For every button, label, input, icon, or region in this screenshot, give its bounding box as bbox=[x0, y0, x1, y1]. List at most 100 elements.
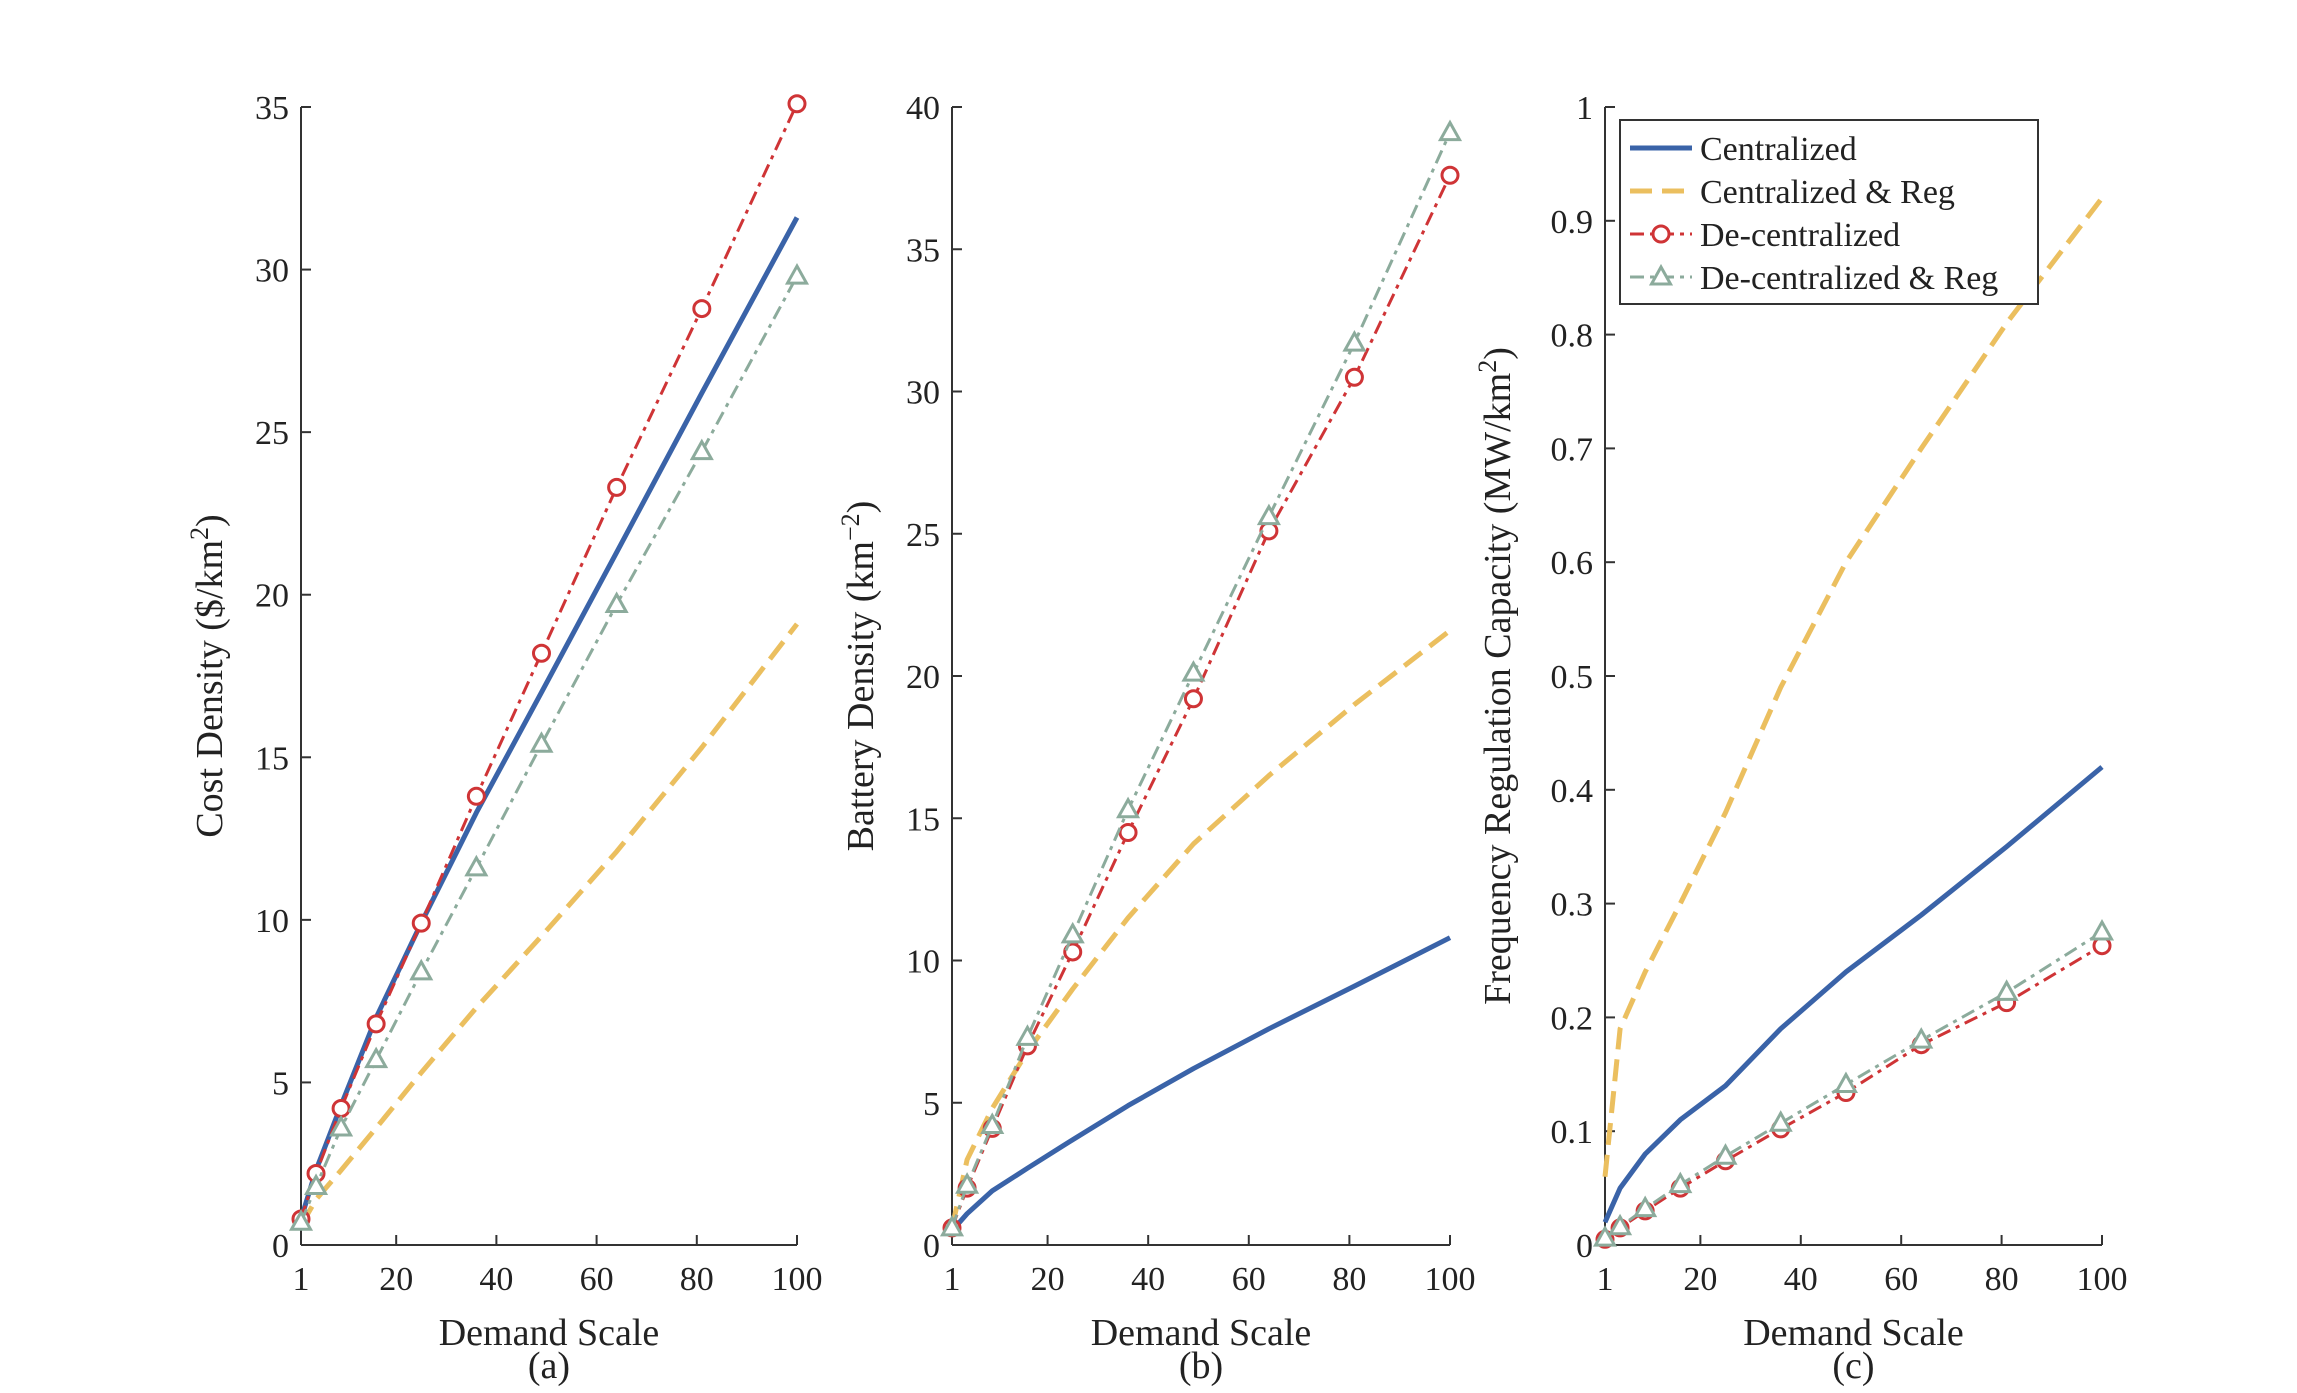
data-point-decentralized bbox=[466, 786, 486, 806]
data-point-decentralized_reg bbox=[689, 438, 714, 461]
series-centralized bbox=[1602, 765, 2104, 1224]
data-point-decentralized_reg bbox=[1437, 119, 1463, 142]
data-point-decentralized_reg bbox=[464, 854, 489, 877]
panel-caption: (a) bbox=[528, 1345, 570, 1387]
data-point-decentralized_reg bbox=[288, 1209, 314, 1231]
x-tick-label: 80 bbox=[1985, 1261, 2019, 1298]
legend-label: De-centralized & Reg bbox=[1700, 260, 1998, 297]
x-axis-label: Demand Scale bbox=[1091, 1312, 1312, 1354]
data-point-decentralized_reg bbox=[939, 1214, 965, 1237]
y-axis-label: Cost Density ($/km2) bbox=[185, 514, 232, 837]
y-tick-label: 0 bbox=[272, 1228, 289, 1265]
legend-marker-decentralized_reg bbox=[1648, 263, 1674, 286]
y-tick-label: 25 bbox=[255, 415, 289, 452]
legend-box bbox=[1619, 119, 2039, 305]
legend: Centralized Centralized & Reg De-centraliz… bbox=[1619, 119, 2039, 305]
data-point-decentralized_reg bbox=[1060, 921, 1085, 944]
data-point-decentralized_reg bbox=[1015, 1024, 1040, 1046]
y-tick-label: 0 bbox=[923, 1228, 940, 1265]
series-decentralized_reg bbox=[1592, 918, 2115, 1247]
data-point-decentralized_reg bbox=[409, 958, 434, 981]
panel-caption: (b) bbox=[1179, 1345, 1223, 1387]
y-tick-label: 1 bbox=[1576, 90, 1593, 127]
data-point-decentralized_reg bbox=[329, 1114, 354, 1137]
series-centralized_reg bbox=[949, 628, 1452, 1229]
data-point-decentralized_reg bbox=[2089, 918, 2115, 941]
y-tick-label: 15 bbox=[255, 740, 289, 777]
x-tick-label: 1 bbox=[293, 1261, 310, 1298]
x-tick-label: 60 bbox=[1884, 1261, 1918, 1298]
series-decentralized_reg bbox=[939, 119, 1463, 1237]
data-point-decentralized_reg bbox=[1116, 796, 1141, 819]
y-tick-label: 0.2 bbox=[1551, 1000, 1594, 1037]
series-decentralized bbox=[291, 94, 807, 1229]
y-tick-label: 0 bbox=[1576, 1228, 1593, 1265]
data-point-decentralized bbox=[531, 643, 551, 663]
data-point-decentralized_reg bbox=[1668, 1171, 1693, 1194]
y-tick-label: 15 bbox=[906, 801, 940, 838]
y-tick-label: 0.4 bbox=[1551, 773, 1594, 810]
y-tick-label: 20 bbox=[255, 578, 289, 615]
y-tick-label: 0.1 bbox=[1551, 1114, 1594, 1151]
y-axis-label: Frequency Regulation Capacity (MW/km2) bbox=[1473, 347, 1520, 1005]
legend-marker-decentralized bbox=[1651, 224, 1671, 244]
y-tick-label: 0.8 bbox=[1551, 318, 1594, 355]
y-tick-label: 30 bbox=[906, 375, 940, 412]
series-line-decentralized_reg bbox=[299, 275, 799, 1223]
y-tick-label: 0.5 bbox=[1551, 659, 1594, 696]
data-point-decentralized_reg bbox=[1994, 979, 2019, 1001]
data-point-decentralized_reg bbox=[1833, 1071, 1859, 1094]
data-point-decentralized bbox=[607, 477, 627, 497]
y-tick-label: 20 bbox=[906, 659, 940, 696]
data-point-decentralized bbox=[1063, 942, 1083, 962]
series-line-centralized bbox=[950, 935, 1452, 1233]
series-line-centralized bbox=[1602, 765, 2104, 1224]
data-point-decentralized bbox=[692, 299, 712, 319]
x-tick-label: 20 bbox=[1683, 1261, 1717, 1298]
x-tick-label: 60 bbox=[580, 1261, 614, 1298]
data-point-decentralized bbox=[1183, 689, 1203, 709]
data-point-decentralized_reg bbox=[1608, 1213, 1633, 1236]
series-line-decentralized_reg bbox=[1604, 930, 2103, 1240]
panel-caption: (c) bbox=[1832, 1345, 1874, 1387]
y-tick-label: 40 bbox=[906, 90, 940, 127]
data-point-decentralized_reg bbox=[1768, 1110, 1793, 1132]
x-tick-label: 60 bbox=[1232, 1261, 1266, 1298]
data-point-decentralized bbox=[1118, 822, 1138, 842]
x-tick-label: 20 bbox=[1031, 1261, 1065, 1298]
y-tick-label: 5 bbox=[272, 1065, 289, 1102]
data-point-decentralized_reg bbox=[1909, 1027, 1934, 1049]
data-point-decentralized bbox=[411, 913, 431, 933]
x-tick-label: 40 bbox=[479, 1261, 513, 1298]
series-line-centralized_reg bbox=[298, 622, 799, 1227]
series-centralized_reg bbox=[298, 622, 799, 1227]
data-point-decentralized_reg bbox=[955, 1172, 980, 1194]
series-centralized_reg bbox=[1602, 196, 2104, 1177]
data-point-decentralized_reg bbox=[604, 591, 629, 613]
legend-label: Centralized & Reg bbox=[1700, 174, 1955, 211]
data-point-decentralized_reg bbox=[1342, 330, 1367, 352]
x-tick-label: 40 bbox=[1131, 1261, 1165, 1298]
y-tick-label: 10 bbox=[906, 944, 940, 981]
y-tick-label: 5 bbox=[923, 1086, 940, 1123]
data-point-decentralized_reg bbox=[784, 262, 810, 285]
series-decentralized_reg bbox=[288, 262, 810, 1231]
series-decentralized bbox=[942, 165, 1460, 1238]
x-tick-label: 1 bbox=[1597, 1261, 1614, 1298]
y-tick-label: 35 bbox=[255, 90, 289, 127]
x-tick-label: 80 bbox=[680, 1261, 714, 1298]
y-tick-label: 0.9 bbox=[1551, 204, 1594, 241]
legend-label: De-centralized bbox=[1700, 217, 1900, 254]
y-tick-label: 30 bbox=[255, 253, 289, 290]
x-tick-label: 20 bbox=[379, 1261, 413, 1298]
x-tick-label: 80 bbox=[1332, 1261, 1366, 1298]
x-tick-label: 40 bbox=[1784, 1261, 1818, 1298]
y-tick-label: 35 bbox=[906, 232, 940, 269]
data-point-decentralized bbox=[1440, 165, 1460, 185]
y-tick-label: 0.7 bbox=[1551, 431, 1594, 468]
series-line-decentralized_reg bbox=[950, 131, 1452, 1229]
series-line-centralized_reg bbox=[1602, 196, 2104, 1177]
data-point-decentralized_reg bbox=[364, 1046, 389, 1069]
x-tick-label: 100 bbox=[772, 1261, 823, 1298]
